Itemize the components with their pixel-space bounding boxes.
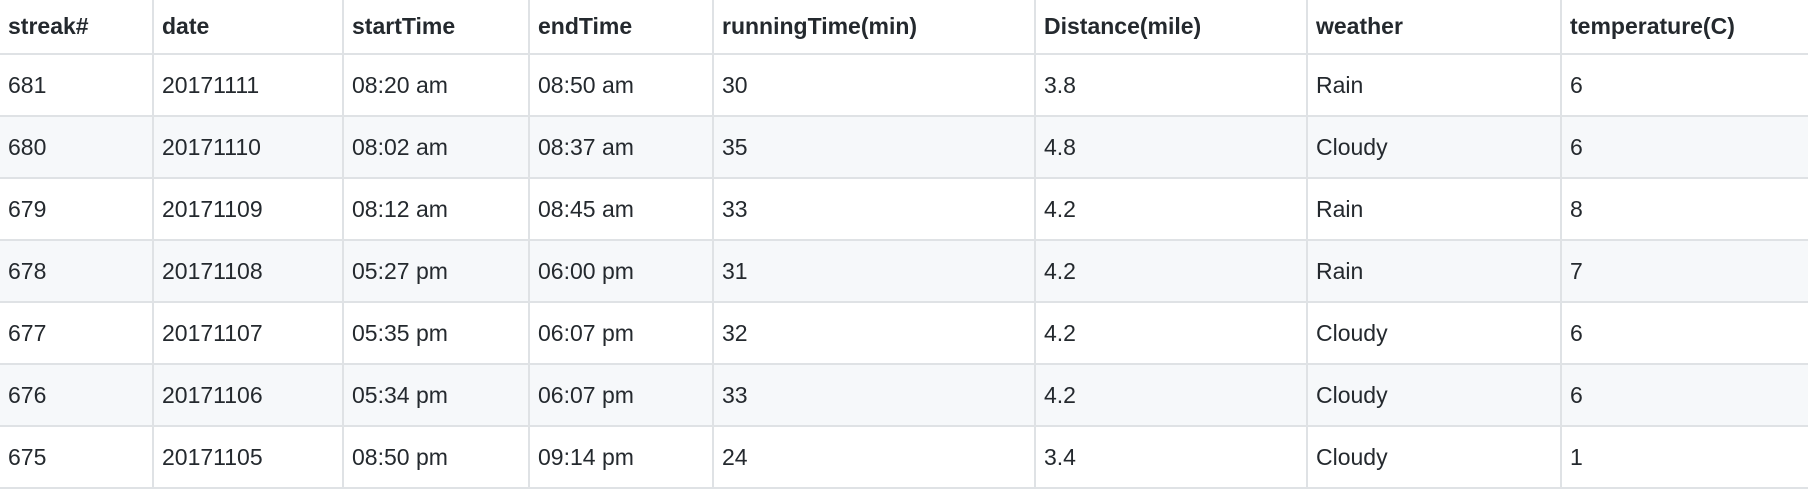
distance-cell: 4.2 bbox=[1034, 363, 1308, 427]
temperature-cell: 1 bbox=[1560, 425, 1808, 489]
temperature-cell: 6 bbox=[1560, 115, 1808, 179]
running-time-cell: 33 bbox=[712, 177, 1036, 241]
streak-cell: 679 bbox=[0, 177, 154, 241]
temperature-cell: 8 bbox=[1560, 177, 1808, 241]
weather-cell: Cloudy bbox=[1306, 425, 1562, 489]
running-time-cell: 24 bbox=[712, 425, 1036, 489]
table-header-row: streak# date startTime endTime runningTi… bbox=[0, 0, 1808, 55]
streak-cell: 677 bbox=[0, 301, 154, 365]
date-cell: 20171108 bbox=[152, 239, 344, 303]
date-cell: 20171106 bbox=[152, 363, 344, 427]
table-row: 675 20171105 08:50 pm 09:14 pm 24 3.4 Cl… bbox=[0, 425, 1808, 489]
column-header-weather: weather bbox=[1306, 0, 1562, 55]
start-time-cell: 08:20 am bbox=[342, 53, 530, 117]
date-cell: 20171111 bbox=[152, 53, 344, 117]
distance-cell: 4.2 bbox=[1034, 239, 1308, 303]
end-time-cell: 06:00 pm bbox=[528, 239, 714, 303]
distance-cell: 4.2 bbox=[1034, 177, 1308, 241]
distance-cell: 4.2 bbox=[1034, 301, 1308, 365]
weather-cell: Cloudy bbox=[1306, 363, 1562, 427]
weather-cell: Rain bbox=[1306, 239, 1562, 303]
end-time-cell: 08:45 am bbox=[528, 177, 714, 241]
end-time-cell: 08:50 am bbox=[528, 53, 714, 117]
table-row: 680 20171110 08:02 am 08:37 am 35 4.8 Cl… bbox=[0, 115, 1808, 179]
weather-cell: Rain bbox=[1306, 177, 1562, 241]
table-row: 681 20171111 08:20 am 08:50 am 30 3.8 Ra… bbox=[0, 53, 1808, 117]
start-time-cell: 08:12 am bbox=[342, 177, 530, 241]
column-header-distance: Distance(mile) bbox=[1034, 0, 1308, 55]
running-time-cell: 35 bbox=[712, 115, 1036, 179]
date-cell: 20171109 bbox=[152, 177, 344, 241]
weather-cell: Rain bbox=[1306, 53, 1562, 117]
temperature-cell: 6 bbox=[1560, 301, 1808, 365]
temperature-cell: 7 bbox=[1560, 239, 1808, 303]
column-header-temperature: temperature(C) bbox=[1560, 0, 1808, 55]
distance-cell: 3.8 bbox=[1034, 53, 1308, 117]
date-cell: 20171110 bbox=[152, 115, 344, 179]
streak-cell: 680 bbox=[0, 115, 154, 179]
weather-cell: Cloudy bbox=[1306, 115, 1562, 179]
start-time-cell: 05:27 pm bbox=[342, 239, 530, 303]
table-row: 678 20171108 05:27 pm 06:00 pm 31 4.2 Ra… bbox=[0, 239, 1808, 303]
column-header-date: date bbox=[152, 0, 344, 55]
table-row: 676 20171106 05:34 pm 06:07 pm 33 4.2 Cl… bbox=[0, 363, 1808, 427]
date-cell: 20171105 bbox=[152, 425, 344, 489]
column-header-end-time: endTime bbox=[528, 0, 714, 55]
temperature-cell: 6 bbox=[1560, 53, 1808, 117]
start-time-cell: 08:50 pm bbox=[342, 425, 530, 489]
date-cell: 20171107 bbox=[152, 301, 344, 365]
running-time-cell: 30 bbox=[712, 53, 1036, 117]
running-time-cell: 32 bbox=[712, 301, 1036, 365]
end-time-cell: 06:07 pm bbox=[528, 301, 714, 365]
column-header-running-time: runningTime(min) bbox=[712, 0, 1036, 55]
end-time-cell: 06:07 pm bbox=[528, 363, 714, 427]
start-time-cell: 05:34 pm bbox=[342, 363, 530, 427]
end-time-cell: 09:14 pm bbox=[528, 425, 714, 489]
streak-cell: 681 bbox=[0, 53, 154, 117]
distance-cell: 4.8 bbox=[1034, 115, 1308, 179]
temperature-cell: 6 bbox=[1560, 363, 1808, 427]
end-time-cell: 08:37 am bbox=[528, 115, 714, 179]
weather-cell: Cloudy bbox=[1306, 301, 1562, 365]
running-time-cell: 31 bbox=[712, 239, 1036, 303]
streak-cell: 676 bbox=[0, 363, 154, 427]
streak-cell: 675 bbox=[0, 425, 154, 489]
start-time-cell: 08:02 am bbox=[342, 115, 530, 179]
streak-cell: 678 bbox=[0, 239, 154, 303]
distance-cell: 3.4 bbox=[1034, 425, 1308, 489]
column-header-streak: streak# bbox=[0, 0, 154, 55]
running-time-cell: 33 bbox=[712, 363, 1036, 427]
table-row: 679 20171109 08:12 am 08:45 am 33 4.2 Ra… bbox=[0, 177, 1808, 241]
start-time-cell: 05:35 pm bbox=[342, 301, 530, 365]
table-row: 677 20171107 05:35 pm 06:07 pm 32 4.2 Cl… bbox=[0, 301, 1808, 365]
column-header-start-time: startTime bbox=[342, 0, 530, 55]
